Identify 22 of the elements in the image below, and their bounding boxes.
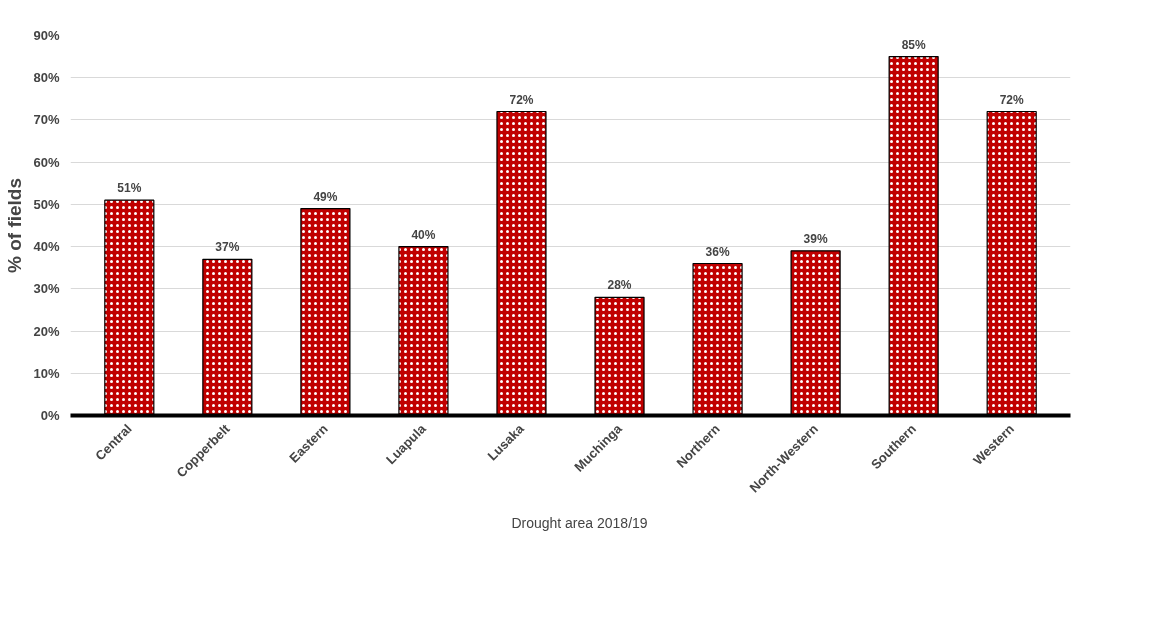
y-tick-label: 30% [33,281,60,297]
data-label: 39% [803,231,828,246]
y-tick-label: 50% [33,196,60,212]
y-tick-label: 80% [33,70,60,86]
data-label: 85% [901,37,926,52]
y-tick-label: 20% [33,323,60,339]
y-tick-label: 40% [33,239,60,255]
y-tick-label: 0% [40,408,60,423]
y-tick-label: 70% [33,112,60,128]
y-tick-label: 90% [33,28,60,43]
data-label: 36% [705,244,730,259]
data-label: 40% [411,227,436,242]
data-label: 37% [215,240,240,255]
data-label: 49% [313,189,338,204]
data-label: 72% [509,92,534,107]
y-axis-title: % of fields [4,177,26,273]
data-label: 72% [999,92,1025,107]
data-label: 51% [117,181,142,196]
text: Drought area 2018/19 [511,515,648,531]
y-tick-label: 60% [33,154,60,170]
y-tick-label: 10% [33,365,60,381]
data-label: 28% [607,278,632,293]
